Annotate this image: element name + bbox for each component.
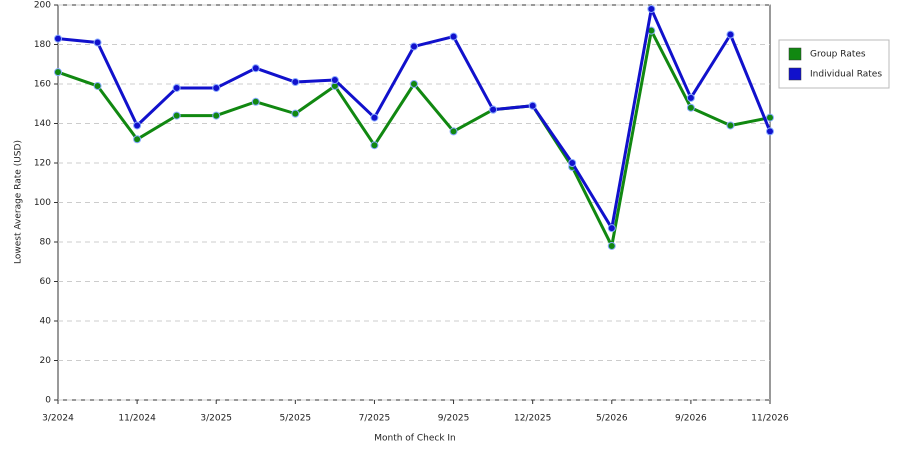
point: [212, 83, 221, 92]
y-tick-label: 40: [40, 317, 52, 327]
x-tick-label: 7/2025: [359, 414, 391, 424]
y-tick-label: 0: [45, 396, 51, 406]
point: [726, 121, 735, 130]
point: [54, 34, 62, 43]
point: [133, 135, 142, 144]
point: [528, 101, 537, 110]
point: [449, 127, 458, 136]
y-tick-label: 100: [34, 198, 51, 208]
y-tick-label: 80: [40, 238, 52, 248]
point: [251, 64, 260, 73]
y-tick-label: 200: [34, 1, 51, 11]
point: [410, 42, 418, 51]
x-tick-label: 5/2025: [279, 414, 311, 424]
point: [291, 109, 300, 118]
point: [133, 121, 142, 130]
x-tick-label: 9/2025: [438, 414, 470, 424]
point: [93, 81, 102, 90]
point: [93, 38, 102, 47]
x-tick-label: 3/2025: [200, 414, 232, 424]
x-tick-label: 5/2026: [596, 414, 628, 424]
x-tick-label: 12/2025: [514, 414, 551, 424]
y-tick-label: 60: [40, 277, 52, 287]
x-tick-label: 3/2024: [42, 414, 74, 424]
point: [370, 141, 379, 150]
y-tick-label: 160: [34, 80, 51, 90]
point: [370, 113, 379, 122]
y-tick-label: 140: [34, 119, 51, 129]
point: [647, 4, 656, 13]
point: [251, 97, 260, 106]
y-tick-label: 180: [34, 40, 51, 50]
point: [449, 32, 458, 41]
x-tick-label: 11/2024: [118, 414, 156, 424]
point: [172, 111, 181, 120]
y-tick-label: 20: [40, 356, 52, 366]
y-tick-label: 120: [34, 159, 51, 169]
y-axis-label: Lowest Average Rate (USD): [14, 140, 24, 264]
point: [54, 68, 62, 77]
point: [686, 93, 695, 102]
point: [489, 105, 498, 114]
point: [607, 241, 616, 250]
x-axis-label: Month of Check In: [374, 434, 456, 444]
point: [766, 127, 774, 136]
legend-box: [778, 39, 890, 89]
legend-swatch: [788, 67, 802, 81]
legend-label: Group Rates: [810, 50, 866, 60]
point: [410, 80, 418, 88]
legend-label: Individual Rates: [810, 70, 882, 80]
point: [212, 111, 221, 120]
point: [330, 76, 339, 85]
x-tick-label: 9/2026: [675, 414, 707, 424]
point: [766, 113, 774, 122]
point: [568, 159, 577, 167]
point: [291, 78, 300, 87]
point: [607, 224, 616, 233]
point: [686, 103, 695, 112]
x-tick-label: 11/2026: [751, 414, 789, 424]
point: [726, 30, 735, 39]
point: [172, 83, 181, 92]
legend-swatch: [788, 47, 802, 61]
